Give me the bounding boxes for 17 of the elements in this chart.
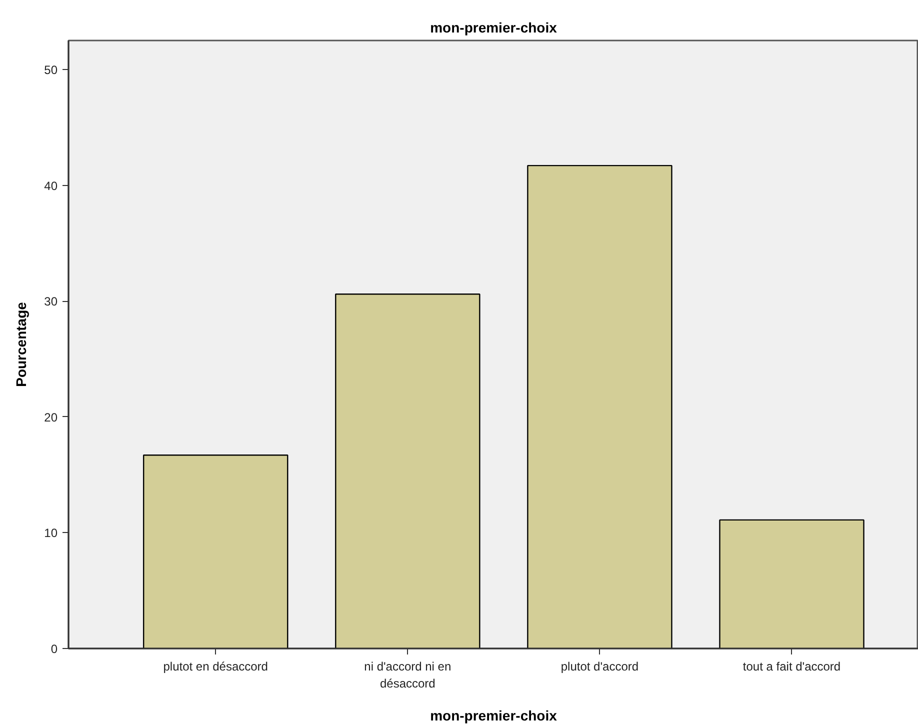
y-tick-label: 0	[50, 642, 58, 656]
y-tick-label: 30	[44, 294, 58, 309]
y-tick-label: 40	[44, 178, 58, 193]
y-tick-label: 50	[44, 62, 58, 77]
y-tick-label: 20	[44, 410, 58, 424]
x-tick-label: plutot d'accord	[560, 660, 639, 674]
chart-title: mon-premier-choix	[430, 20, 558, 36]
bar	[335, 294, 480, 648]
x-tick-label: plutot en désaccord	[163, 660, 268, 674]
x-axis-title: mon-premier-choix	[430, 707, 558, 724]
bar	[719, 519, 864, 648]
bar	[527, 164, 672, 648]
bar	[142, 454, 288, 648]
y-axis-title: Pourcentage	[13, 302, 30, 387]
y-tick-label: 10	[44, 526, 58, 540]
x-tick-label: ni d'accord ni en désaccord	[364, 660, 452, 690]
x-tick-label: tout a fait d'accord	[742, 660, 841, 674]
